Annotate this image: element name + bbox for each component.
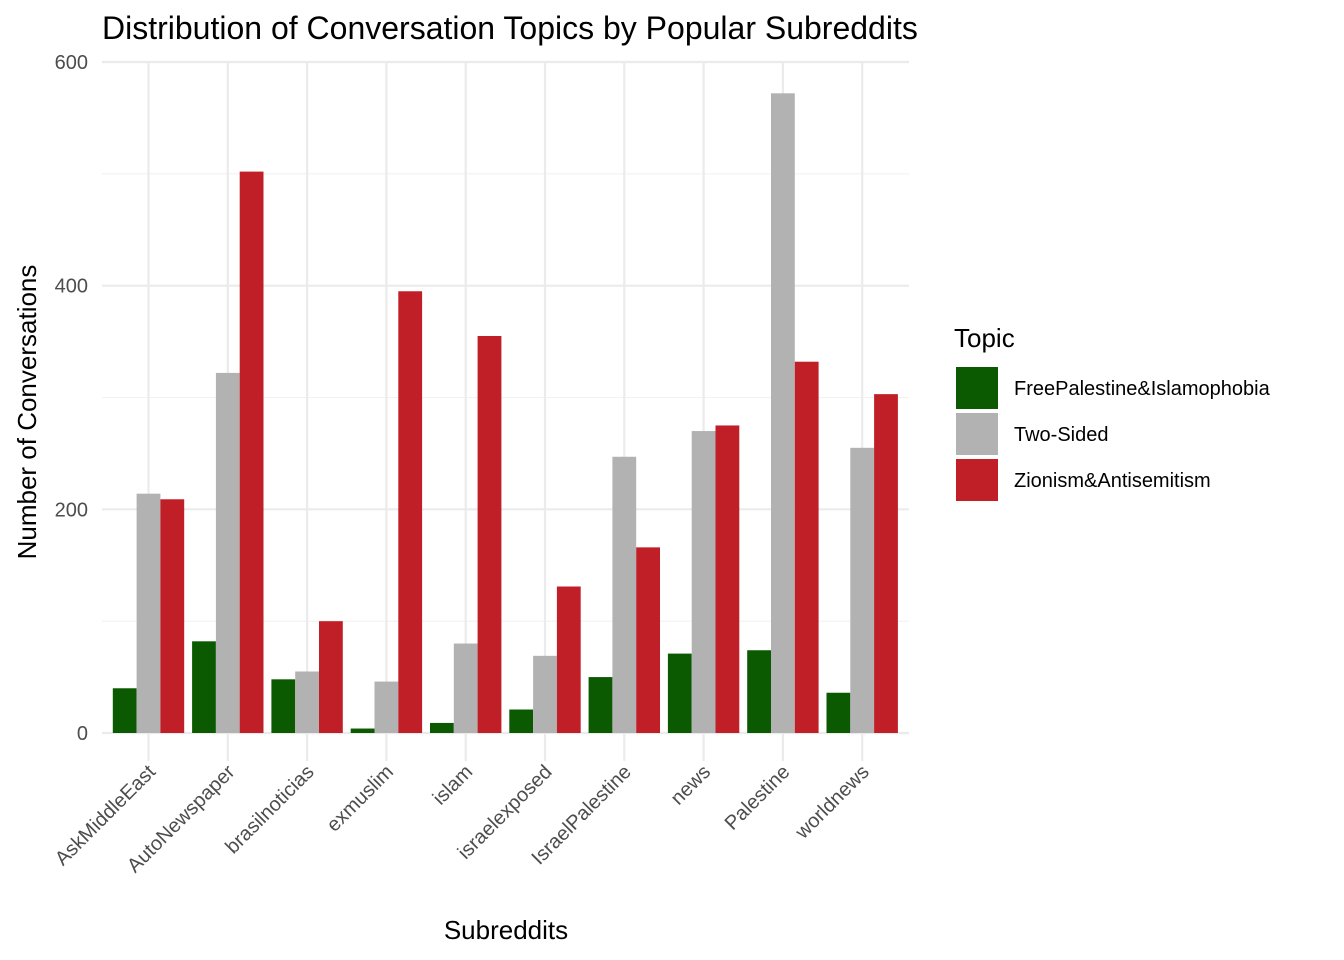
y-tick-label: 400 bbox=[55, 276, 88, 298]
x-tick-label: islam bbox=[429, 761, 478, 810]
bar-news-FreePalestine&Islamophobia bbox=[667, 653, 692, 733]
x-tick-label: worldnews bbox=[791, 761, 874, 844]
bar-exmuslim-FreePalestine&Islamophobia bbox=[350, 728, 375, 733]
bar-AskMiddleEast-FreePalestine&Islamophobia bbox=[112, 688, 137, 733]
legend-swatch bbox=[956, 413, 998, 455]
x-axis-ticks: AskMiddleEastAutoNewspaperbrasilnoticias… bbox=[51, 761, 874, 877]
bar-AutoNewspaper-FreePalestine&Islamophobia bbox=[192, 641, 216, 733]
bar-Palestine-FreePalestine&Islamophobia bbox=[747, 650, 771, 733]
legend-label: FreePalestine&Islamophobia bbox=[1014, 378, 1271, 400]
x-tick-label: Palestine bbox=[721, 761, 795, 835]
bar-israelexposed-Zionism&Antisemitism bbox=[556, 586, 581, 733]
y-tick-label: 200 bbox=[55, 499, 88, 521]
bar-AskMiddleEast-Two-Sided bbox=[136, 493, 161, 733]
legend-swatch bbox=[956, 459, 998, 501]
bar-israelexposed-Two-Sided bbox=[533, 655, 557, 733]
legend-swatch bbox=[956, 367, 998, 409]
y-axis-ticks: 0 200 400 600 bbox=[55, 52, 88, 745]
y-tick-label: 600 bbox=[55, 52, 88, 74]
bar-exmuslim-Two-Sided bbox=[374, 681, 399, 733]
bar-brasilnoticias-Two-Sided bbox=[295, 671, 319, 733]
bar-IsraelPalestine-FreePalestine&Islamophobia bbox=[588, 677, 613, 733]
x-axis-title: Subreddits bbox=[444, 915, 568, 945]
bar-islam-FreePalestine&Islamophobia bbox=[430, 722, 454, 733]
bar-IsraelPalestine-Zionism&Antisemitism bbox=[636, 547, 660, 733]
bar-brasilnoticias-FreePalestine&Islamophobia bbox=[271, 679, 296, 733]
bar-exmuslim-Zionism&Antisemitism bbox=[398, 291, 423, 733]
legend-label: Two-Sided bbox=[1014, 424, 1109, 446]
bar-AutoNewspaper-Two-Sided bbox=[215, 372, 240, 733]
chart-title: Distribution of Conversation Topics by P… bbox=[102, 10, 918, 46]
bar-IsraelPalestine-Two-Sided bbox=[612, 456, 637, 733]
bar-AutoNewspaper-Zionism&Antisemitism bbox=[239, 171, 264, 734]
bar-worldnews-Zionism&Antisemitism bbox=[874, 394, 898, 733]
bar-news-Zionism&Antisemitism bbox=[715, 425, 740, 733]
x-tick-label: news bbox=[667, 761, 716, 810]
bar-AskMiddleEast-Zionism&Antisemitism bbox=[160, 499, 185, 733]
bar-islam-Two-Sided bbox=[453, 643, 478, 733]
bar-Palestine-Two-Sided bbox=[771, 93, 795, 733]
bar-brasilnoticias-Zionism&Antisemitism bbox=[319, 621, 343, 733]
y-axis-title: Number of Conversations bbox=[12, 265, 42, 560]
bar-worldnews-Two-Sided bbox=[850, 447, 875, 733]
legend-items: FreePalestine&Islamophobia Two-Sided Zioni… bbox=[956, 367, 1271, 501]
bar-news-Two-Sided bbox=[691, 431, 716, 733]
y-tick-label: 0 bbox=[77, 723, 88, 745]
bar-israelexposed-FreePalestine&Islamophobia bbox=[509, 709, 534, 733]
x-tick-label: exmuslim bbox=[323, 761, 398, 836]
bar-worldnews-FreePalestine&Islamophobia bbox=[826, 692, 851, 733]
bar-islam-Zionism&Antisemitism bbox=[477, 335, 502, 733]
legend-label: Zionism&Antisemitism bbox=[1014, 470, 1211, 492]
legend-title: Topic bbox=[954, 323, 1015, 353]
bar-Palestine-Zionism&Antisemitism bbox=[794, 361, 819, 733]
bars bbox=[112, 93, 898, 734]
legend: Topic FreePalestine&Islamophobia Two-Side… bbox=[954, 323, 1271, 501]
